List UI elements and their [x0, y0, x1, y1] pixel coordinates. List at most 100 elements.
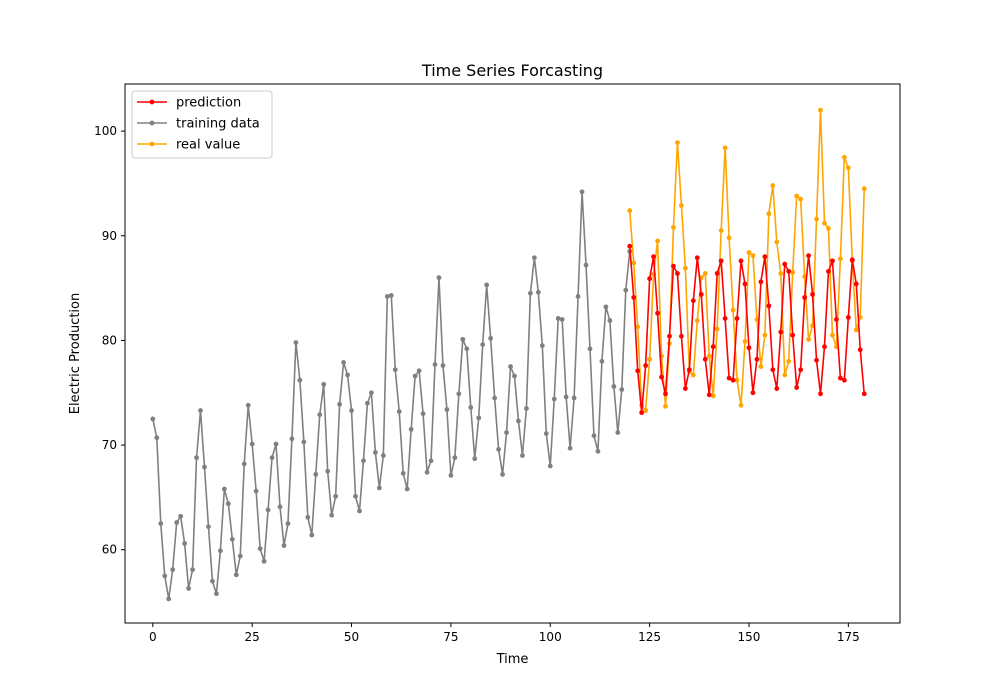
data-point-real-value [786, 358, 792, 364]
data-point-training-data [448, 473, 454, 478]
data-point-training-data [603, 304, 609, 310]
data-point-training-data [551, 396, 557, 402]
data-point-training-data [468, 405, 474, 410]
data-point-real-value [746, 250, 752, 255]
data-point-training-data [277, 504, 283, 510]
data-point-training-data [611, 384, 617, 389]
data-point-training-data [178, 513, 184, 519]
data-point-training-data [198, 408, 203, 413]
data-point-prediction [722, 316, 728, 321]
data-point-prediction [849, 257, 855, 263]
data-point-real-value [818, 107, 823, 113]
legend-label-prediction: prediction [176, 96, 241, 111]
data-point-training-data [225, 501, 231, 507]
data-point-prediction [762, 254, 768, 260]
data-point-training-data [190, 567, 195, 573]
data-point-training-data [484, 282, 490, 288]
data-point-prediction [853, 281, 859, 287]
data-point-training-data [325, 468, 331, 474]
data-point-prediction [766, 303, 772, 309]
data-point-training-data [452, 455, 458, 461]
chart-title: Time Series Forcasting [421, 61, 603, 80]
data-point-training-data [436, 275, 442, 281]
data-point-training-data [559, 317, 565, 322]
data-point-training-data [174, 520, 180, 525]
data-point-real-value [806, 336, 811, 342]
data-point-training-data [337, 401, 343, 407]
data-point-training-data [583, 262, 589, 268]
data-point-prediction [790, 332, 796, 338]
data-point-prediction [635, 368, 641, 374]
data-point-training-data [615, 430, 621, 435]
data-point-training-data [476, 415, 482, 421]
data-point-training-data [400, 470, 406, 476]
data-point-real-value [671, 224, 676, 230]
data-point-training-data [504, 430, 509, 435]
x-axis-label: Time [496, 652, 529, 667]
x-tick-label: 50 [344, 630, 359, 644]
x-tick-label: 0 [149, 630, 157, 644]
data-point-training-data [432, 362, 438, 367]
data-point-real-value [694, 318, 700, 323]
data-point-prediction [802, 295, 808, 300]
data-point-prediction [861, 391, 867, 397]
data-point-training-data [301, 439, 307, 445]
data-point-prediction [837, 375, 843, 381]
data-point-training-data [249, 441, 255, 447]
data-point-real-value [794, 193, 800, 199]
data-point-prediction [750, 390, 756, 396]
data-point-training-data [154, 435, 160, 441]
data-point-training-data [221, 486, 227, 492]
data-point-real-value [702, 271, 708, 276]
data-point-prediction [706, 392, 712, 398]
data-point-real-value [841, 154, 847, 160]
y-axis-ticks: 60 70 80 90 100 [94, 124, 125, 557]
data-point-training-data [166, 596, 172, 602]
data-point-training-data [444, 407, 450, 412]
series-layer [150, 107, 867, 602]
data-point-prediction [631, 295, 637, 300]
series-line-prediction [628, 246, 866, 414]
data-point-training-data [182, 541, 188, 546]
data-point-prediction [655, 310, 660, 316]
data-point-prediction [738, 258, 744, 264]
data-point-real-value [718, 228, 724, 233]
data-point-training-data [531, 255, 537, 261]
data-point-real-value [655, 238, 660, 244]
data-point-training-data [428, 458, 434, 464]
data-point-training-data [321, 381, 327, 387]
data-point-prediction [675, 271, 680, 276]
data-point-prediction [647, 276, 653, 282]
data-point-real-value [782, 372, 788, 378]
data-point-real-value [635, 324, 641, 330]
x-tick-label: 150 [738, 630, 761, 644]
data-point-training-data [369, 390, 374, 396]
data-point-prediction [794, 385, 800, 390]
data-point-real-value [706, 353, 712, 359]
x-tick-label: 100 [539, 630, 562, 644]
data-point-training-data [571, 395, 577, 401]
data-point-real-value [758, 364, 764, 369]
data-point-prediction [718, 258, 724, 264]
data-point-training-data [261, 558, 267, 564]
data-point-training-data [245, 402, 251, 408]
data-point-training-data [508, 364, 513, 369]
data-point-prediction [726, 375, 732, 381]
data-point-prediction [754, 356, 760, 362]
data-point-training-data [372, 450, 378, 455]
data-point-training-data [281, 543, 287, 548]
data-point-real-value [682, 265, 688, 271]
data-point-real-value [830, 332, 835, 338]
data-point-training-data [214, 591, 219, 597]
data-point-training-data [257, 546, 263, 552]
data-point-real-value [679, 203, 684, 208]
data-point-training-data [297, 377, 303, 383]
data-point-prediction [710, 344, 716, 350]
data-point-training-data [333, 493, 339, 499]
data-point-training-data [396, 409, 402, 414]
data-point-training-data [392, 367, 398, 373]
data-point-prediction [742, 281, 748, 287]
x-tick-label: 25 [245, 630, 260, 644]
data-point-real-value [798, 196, 804, 202]
